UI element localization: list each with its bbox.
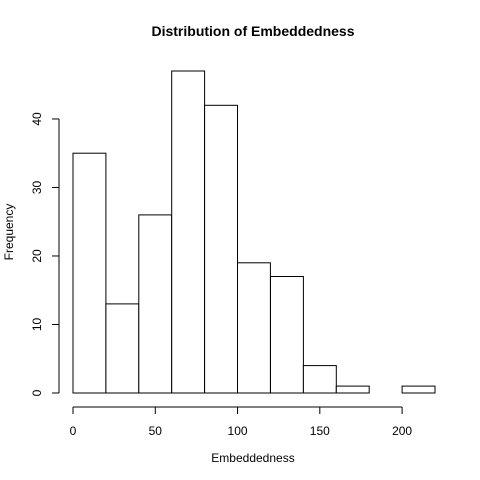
histogram-bar-7 bbox=[302, 365, 337, 394]
chart-title: Distribution of Embeddedness bbox=[151, 23, 354, 39]
y-axis: 0 10 20 30 40 bbox=[30, 112, 60, 396]
x-axis-label: Embeddedness bbox=[211, 451, 294, 465]
y-tick-label: 0 bbox=[30, 389, 44, 396]
histogram-bar-0 bbox=[72, 152, 107, 394]
y-axis-label: Frequency bbox=[2, 204, 16, 261]
x-tick-label: 150 bbox=[310, 424, 330, 438]
x-tick-label: 100 bbox=[228, 424, 248, 438]
histogram-bar-2 bbox=[138, 214, 173, 394]
y-tick-label: 10 bbox=[30, 317, 44, 331]
histogram-bar-6 bbox=[270, 276, 304, 394]
x-tick-label: 50 bbox=[149, 424, 163, 438]
y-tick-label: 20 bbox=[30, 249, 44, 263]
histogram-bar-4 bbox=[204, 104, 239, 394]
histogram-bar-10 bbox=[401, 385, 436, 394]
y-tick-label: 30 bbox=[30, 180, 44, 194]
histogram-bar-8 bbox=[335, 385, 370, 394]
histogram-bar-1 bbox=[105, 303, 140, 394]
bar-group bbox=[72, 70, 436, 394]
x-axis: 0 50 100 150 200 bbox=[70, 406, 412, 438]
histogram-bar-3 bbox=[171, 70, 206, 394]
y-tick-label: 40 bbox=[30, 112, 44, 126]
histogram-bar-5 bbox=[237, 262, 271, 394]
x-tick-label: 200 bbox=[392, 424, 412, 438]
x-tick-label: 0 bbox=[70, 424, 77, 438]
